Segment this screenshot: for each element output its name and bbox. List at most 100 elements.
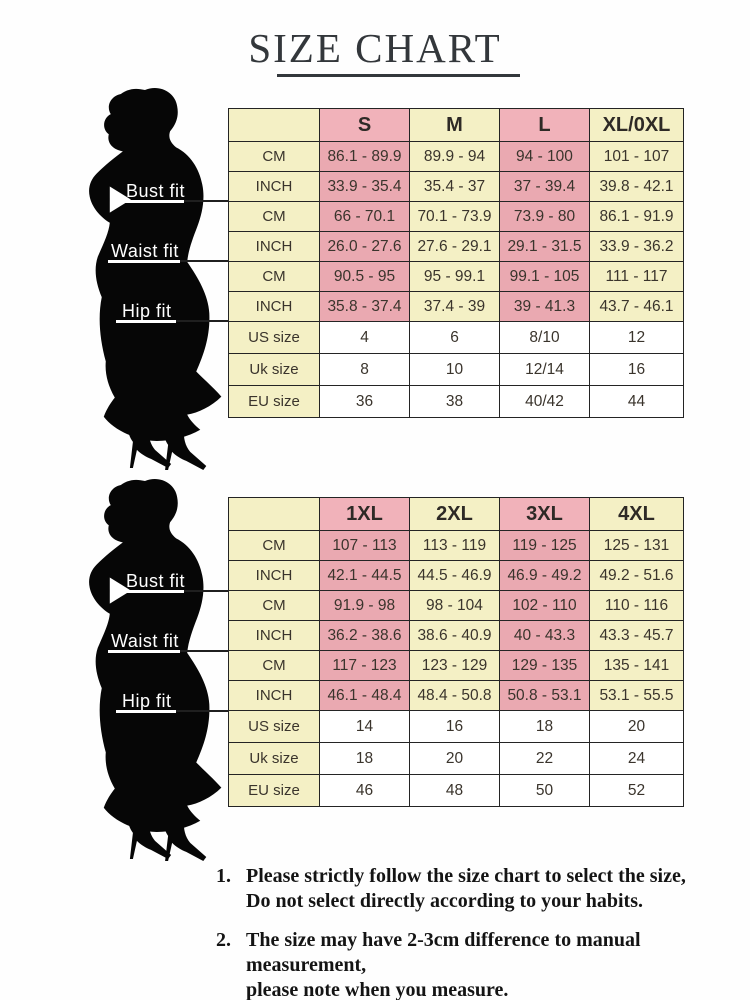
size-value-cell: 16 <box>409 710 500 743</box>
note-line: Do not select directly according to your… <box>246 890 644 912</box>
row-label: US size <box>228 710 320 743</box>
row-label: CM <box>228 530 320 561</box>
size-column-header: 3XL <box>499 497 590 531</box>
hip-label-underline <box>116 320 176 323</box>
size-value-cell: 6 <box>409 321 500 354</box>
row-label: US size <box>228 321 320 354</box>
size-value-cell: 86.1 - 89.9 <box>319 141 410 172</box>
silhouette-left-leg <box>126 403 172 468</box>
size-value-cell: 33.9 - 36.2 <box>589 231 684 262</box>
woman-silhouette <box>89 478 222 861</box>
size-table-regular: S M L XL/0XL CM 86.1 - 89.9 89.9 - 94 94 - 100 1… <box>228 108 684 418</box>
size-value-cell: 36 <box>319 385 410 418</box>
size-value-cell: 107 - 113 <box>319 530 410 561</box>
table-row: CM 66 - 70.1 70.1 - 73.9 73.9 - 80 86.1 - 91… <box>228 201 684 232</box>
size-column-header: XL/0XL <box>589 108 684 142</box>
row-label: INCH <box>228 680 320 711</box>
size-value-cell: 90.5 - 95 <box>319 261 410 292</box>
size-column-header: 2XL <box>409 497 500 531</box>
size-value-cell: 26.0 - 27.6 <box>319 231 410 262</box>
size-value-cell: 12 <box>589 321 684 354</box>
size-value-cell: 33.9 - 35.4 <box>319 171 410 202</box>
row-label: INCH <box>228 560 320 591</box>
size-value-cell: 8 <box>319 353 410 386</box>
size-value-cell: 94 - 100 <box>499 141 590 172</box>
size-value-cell: 42.1 - 44.5 <box>319 560 410 591</box>
note-number: 2. <box>216 929 231 951</box>
size-value-cell: 135 - 141 <box>589 650 684 681</box>
size-value-cell: 36.2 - 38.6 <box>319 620 410 651</box>
size-table-header-row: S M L XL/0XL <box>228 108 684 142</box>
silhouette-arm-gap <box>109 577 131 604</box>
size-value-cell: 99.1 - 105 <box>499 261 590 292</box>
table-row: EU size 46 48 50 52 <box>228 774 684 807</box>
size-value-cell: 53.1 - 55.5 <box>589 680 684 711</box>
note-text: Please strictly follow the size chart to… <box>246 864 686 914</box>
size-value-cell: 27.6 - 29.1 <box>409 231 500 262</box>
row-label: CM <box>228 261 320 292</box>
note-number: 1. <box>216 865 231 887</box>
size-value-cell: 37 - 39.4 <box>499 171 590 202</box>
row-label: INCH <box>228 171 320 202</box>
woman-silhouette <box>89 87 222 470</box>
size-value-cell: 123 - 129 <box>409 650 500 681</box>
row-label: CM <box>228 590 320 621</box>
bust-fit-label: Bust fit <box>126 571 186 591</box>
table-row: INCH 33.9 - 35.4 35.4 - 37 37 - 39.4 39.8 - … <box>228 171 684 202</box>
size-table-1-wrap: S M L XL/0XL CM 86.1 - 89.9 89.9 - 94 94 - 100 1… <box>228 108 684 418</box>
table-row: INCH 42.1 - 44.5 44.5 - 46.9 46.9 - 49.2 49.… <box>228 560 684 591</box>
size-column-header: 4XL <box>589 497 684 531</box>
size-value-cell: 40 - 43.3 <box>499 620 590 651</box>
size-column-header: S <box>319 108 410 142</box>
hip-fit-label: Hip fit <box>122 691 172 711</box>
table-row: CM 117 - 123 123 - 129 129 - 135 135 - 141 <box>228 650 684 681</box>
table-row: CM 90.5 - 95 95 - 99.1 99.1 - 105 111 - 117 <box>228 261 684 292</box>
size-table-header-row: 1XL 2XL 3XL 4XL <box>228 497 684 531</box>
size-value-cell: 86.1 - 91.9 <box>589 201 684 232</box>
bust-fit-label: Bust fit <box>126 181 186 201</box>
size-value-cell: 24 <box>589 742 684 775</box>
page-title-wrap: SIZE CHART <box>0 24 750 72</box>
size-value-cell: 117 - 123 <box>319 650 410 681</box>
size-value-cell: 50.8 - 53.1 <box>499 680 590 711</box>
size-table-2-wrap: 1XL 2XL 3XL 4XL CM 107 - 113 113 - 119 119 - 12… <box>228 497 684 807</box>
size-value-cell: 73.9 - 80 <box>499 201 590 232</box>
size-value-cell: 46.9 - 49.2 <box>499 560 590 591</box>
size-value-cell: 48 <box>409 774 500 807</box>
size-value-cell: 35.8 - 37.4 <box>319 291 410 322</box>
row-label: Uk size <box>228 353 320 386</box>
size-value-cell: 129 - 135 <box>499 650 590 681</box>
table-row: INCH 35.8 - 37.4 37.4 - 39 39 - 41.3 43.7 - … <box>228 291 684 322</box>
corner-cell <box>228 108 320 142</box>
size-value-cell: 12/14 <box>499 353 590 386</box>
size-value-cell: 38.6 - 40.9 <box>409 620 500 651</box>
size-value-cell: 110 - 116 <box>589 590 684 621</box>
size-value-cell: 20 <box>589 710 684 743</box>
note-line: Please strictly follow the size chart to… <box>246 865 686 887</box>
waist-label-underline <box>108 650 180 653</box>
table-row: INCH 36.2 - 38.6 38.6 - 40.9 40 - 43.3 43.3 … <box>228 620 684 651</box>
hip-connector-line <box>165 320 228 322</box>
size-value-cell: 4 <box>319 321 410 354</box>
row-label: INCH <box>228 291 320 322</box>
silhouette-right-leg <box>162 405 207 470</box>
size-value-cell: 46 <box>319 774 410 807</box>
table-row: Uk size 18 20 22 24 <box>228 742 684 775</box>
size-value-cell: 113 - 119 <box>409 530 500 561</box>
size-value-cell: 101 - 107 <box>589 141 684 172</box>
waist-fit-label: Waist fit <box>111 241 179 261</box>
size-column-header: 1XL <box>319 497 410 531</box>
size-value-cell: 52 <box>589 774 684 807</box>
size-value-cell: 89.9 - 94 <box>409 141 500 172</box>
waist-fit-label: Waist fit <box>111 631 179 651</box>
size-value-cell: 43.3 - 45.7 <box>589 620 684 651</box>
silhouette-body <box>89 478 222 832</box>
size-value-cell: 44.5 - 46.9 <box>409 560 500 591</box>
size-value-cell: 10 <box>409 353 500 386</box>
size-value-cell: 46.1 - 48.4 <box>319 680 410 711</box>
size-value-cell: 14 <box>319 710 410 743</box>
size-value-cell: 125 - 131 <box>589 530 684 561</box>
table-row: US size 4 6 8/10 12 <box>228 321 684 354</box>
waist-connector-line <box>165 650 228 652</box>
